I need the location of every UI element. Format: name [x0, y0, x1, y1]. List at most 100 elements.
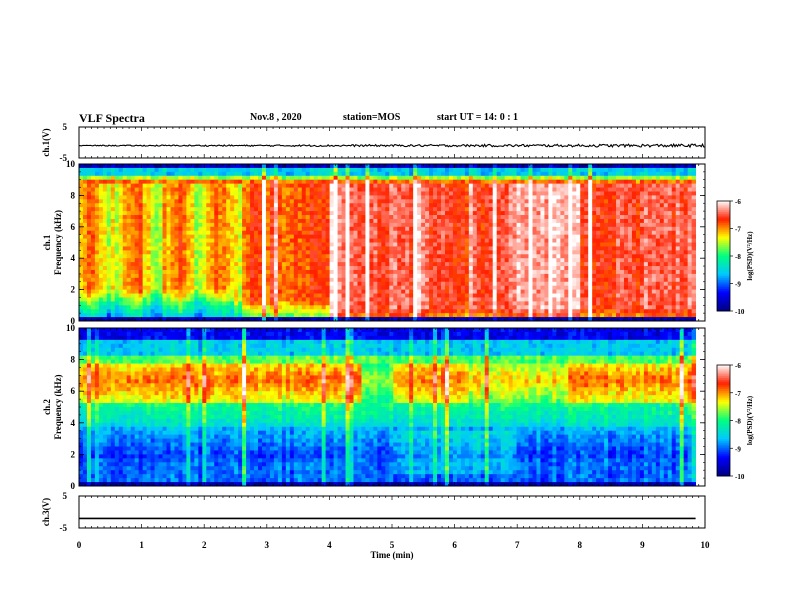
- spectrogram-cell: [401, 218, 406, 224]
- spectrogram-cell: [329, 266, 334, 271]
- spectrogram-cell: [516, 211, 521, 216]
- spectrogram-cell: [468, 246, 474, 251]
- spectrogram-cell: [540, 238, 545, 243]
- spectrogram-cell: [329, 191, 334, 196]
- spectrogram-cell: [86, 269, 92, 275]
- spectrogram-cell: [246, 195, 251, 200]
- spectrogram-cell: [79, 207, 84, 212]
- spectrogram-cell: [333, 242, 338, 247]
- spectrogram-cell: [552, 301, 557, 306]
- spectrogram-cell: [194, 273, 199, 279]
- spectrogram-cell: [544, 175, 549, 181]
- spectrogram-cell: [110, 277, 116, 283]
- spectrogram-cell: [102, 164, 108, 169]
- spectrogram-cell: [528, 191, 533, 196]
- spectrogram-cell: [552, 297, 557, 302]
- spectrogram-cell: [417, 242, 422, 247]
- spectrogram-cell: [524, 207, 529, 212]
- spectrogram-cell: [409, 218, 414, 224]
- spectrogram-cell: [313, 317, 319, 322]
- spectrogram-cell: [377, 199, 382, 204]
- spectrogram-cell: [544, 222, 549, 228]
- spectrogram-cell: [552, 262, 557, 267]
- spectrogram-cell: [90, 258, 96, 263]
- spectrogram-cell: [281, 246, 287, 251]
- spectrogram-cell: [206, 199, 211, 204]
- spectrogram-cell: [214, 254, 219, 259]
- spectrogram-cell: [564, 195, 569, 200]
- spectrogram-cell: [142, 301, 148, 306]
- spectrogram-cell: [365, 269, 370, 275]
- spectrogram-cell: [114, 226, 120, 232]
- spectrogram-cell: [309, 317, 315, 322]
- spectrogram-cell: [190, 238, 195, 243]
- spectrogram-cell: [309, 289, 315, 294]
- spectrogram-cell: [464, 218, 470, 224]
- spectrogram-cell: [238, 309, 243, 314]
- spectrogram-cell: [381, 238, 386, 243]
- spectrogram-cell: [456, 238, 462, 243]
- spectrogram-cell: [532, 215, 537, 220]
- spectrogram-cell: [524, 164, 529, 169]
- spectrogram-cell: [460, 313, 466, 318]
- spectrogram-cell: [321, 238, 327, 243]
- spectrogram-cell: [552, 281, 557, 287]
- spectrogram-cell: [222, 317, 227, 322]
- spectrogram-cell: [361, 175, 366, 181]
- spectrogram-cell: [134, 183, 140, 188]
- spectrogram-cell: [516, 317, 521, 322]
- spectrogram-cell: [202, 171, 207, 177]
- spectrogram-cell: [230, 222, 235, 228]
- spectrogram-cell: [425, 222, 430, 228]
- spectrogram-cell: [98, 289, 104, 294]
- spectrogram-cell: [254, 313, 259, 318]
- spectrogram-cell: [269, 234, 275, 239]
- spectrogram-cell: [309, 266, 315, 271]
- spectrogram-cell: [190, 317, 195, 322]
- spectrogram-cell: [238, 266, 243, 271]
- spectrogram-cell: [158, 289, 163, 294]
- spectrogram-cell: [285, 175, 291, 181]
- spectrogram-cell: [254, 234, 259, 239]
- spectrogram-cell: [429, 191, 434, 196]
- spectrogram-cell: [516, 238, 521, 243]
- spectrogram-cell: [373, 203, 378, 208]
- spectrogram-cell: [385, 226, 390, 232]
- spectrogram-cell: [500, 289, 506, 294]
- spectrogram-cell: [444, 234, 450, 239]
- spectrogram-cell: [357, 281, 362, 287]
- spectrogram-cell: [150, 175, 155, 181]
- spectrogram-cell: [448, 266, 454, 271]
- spectrogram-cell: [226, 254, 231, 259]
- spectrogram-cell: [301, 211, 307, 216]
- spectrogram-cell: [321, 297, 327, 302]
- spectrogram-cell: [512, 254, 517, 259]
- spectrogram-cell: [504, 254, 510, 259]
- spectrogram-cell: [158, 234, 163, 239]
- spectrogram-cell: [293, 250, 299, 255]
- spectrogram-cell: [520, 262, 525, 267]
- spectrogram-cell: [202, 183, 207, 188]
- spectrogram-cell: [146, 191, 152, 196]
- spectrogram-cell: [361, 297, 366, 302]
- spectrogram-cell: [154, 281, 159, 287]
- spectrogram-cell: [281, 258, 287, 263]
- spectrogram-cell: [357, 164, 362, 169]
- spectrogram-cell: [480, 277, 486, 283]
- spectrogram-cell: [281, 191, 287, 196]
- spectrogram-cell: [293, 277, 299, 283]
- spectrogram-cell: [532, 273, 537, 279]
- spectrogram-cell: [405, 191, 410, 196]
- spectrogram-cell: [317, 309, 323, 314]
- spectrogram-cell: [289, 242, 295, 247]
- spectrogram-cell: [377, 164, 382, 169]
- spectrogram-cell: [536, 215, 541, 220]
- spectrogram-cell: [421, 297, 426, 302]
- spectrogram-cell: [182, 285, 187, 291]
- spectrogram-cell: [441, 207, 446, 212]
- spectrogram-cell: [369, 250, 374, 255]
- spectrogram-cell: [170, 254, 175, 259]
- spectrogram-cell: [82, 258, 88, 263]
- spectrogram-cell: [568, 301, 573, 306]
- spectrogram-cell: [361, 199, 366, 204]
